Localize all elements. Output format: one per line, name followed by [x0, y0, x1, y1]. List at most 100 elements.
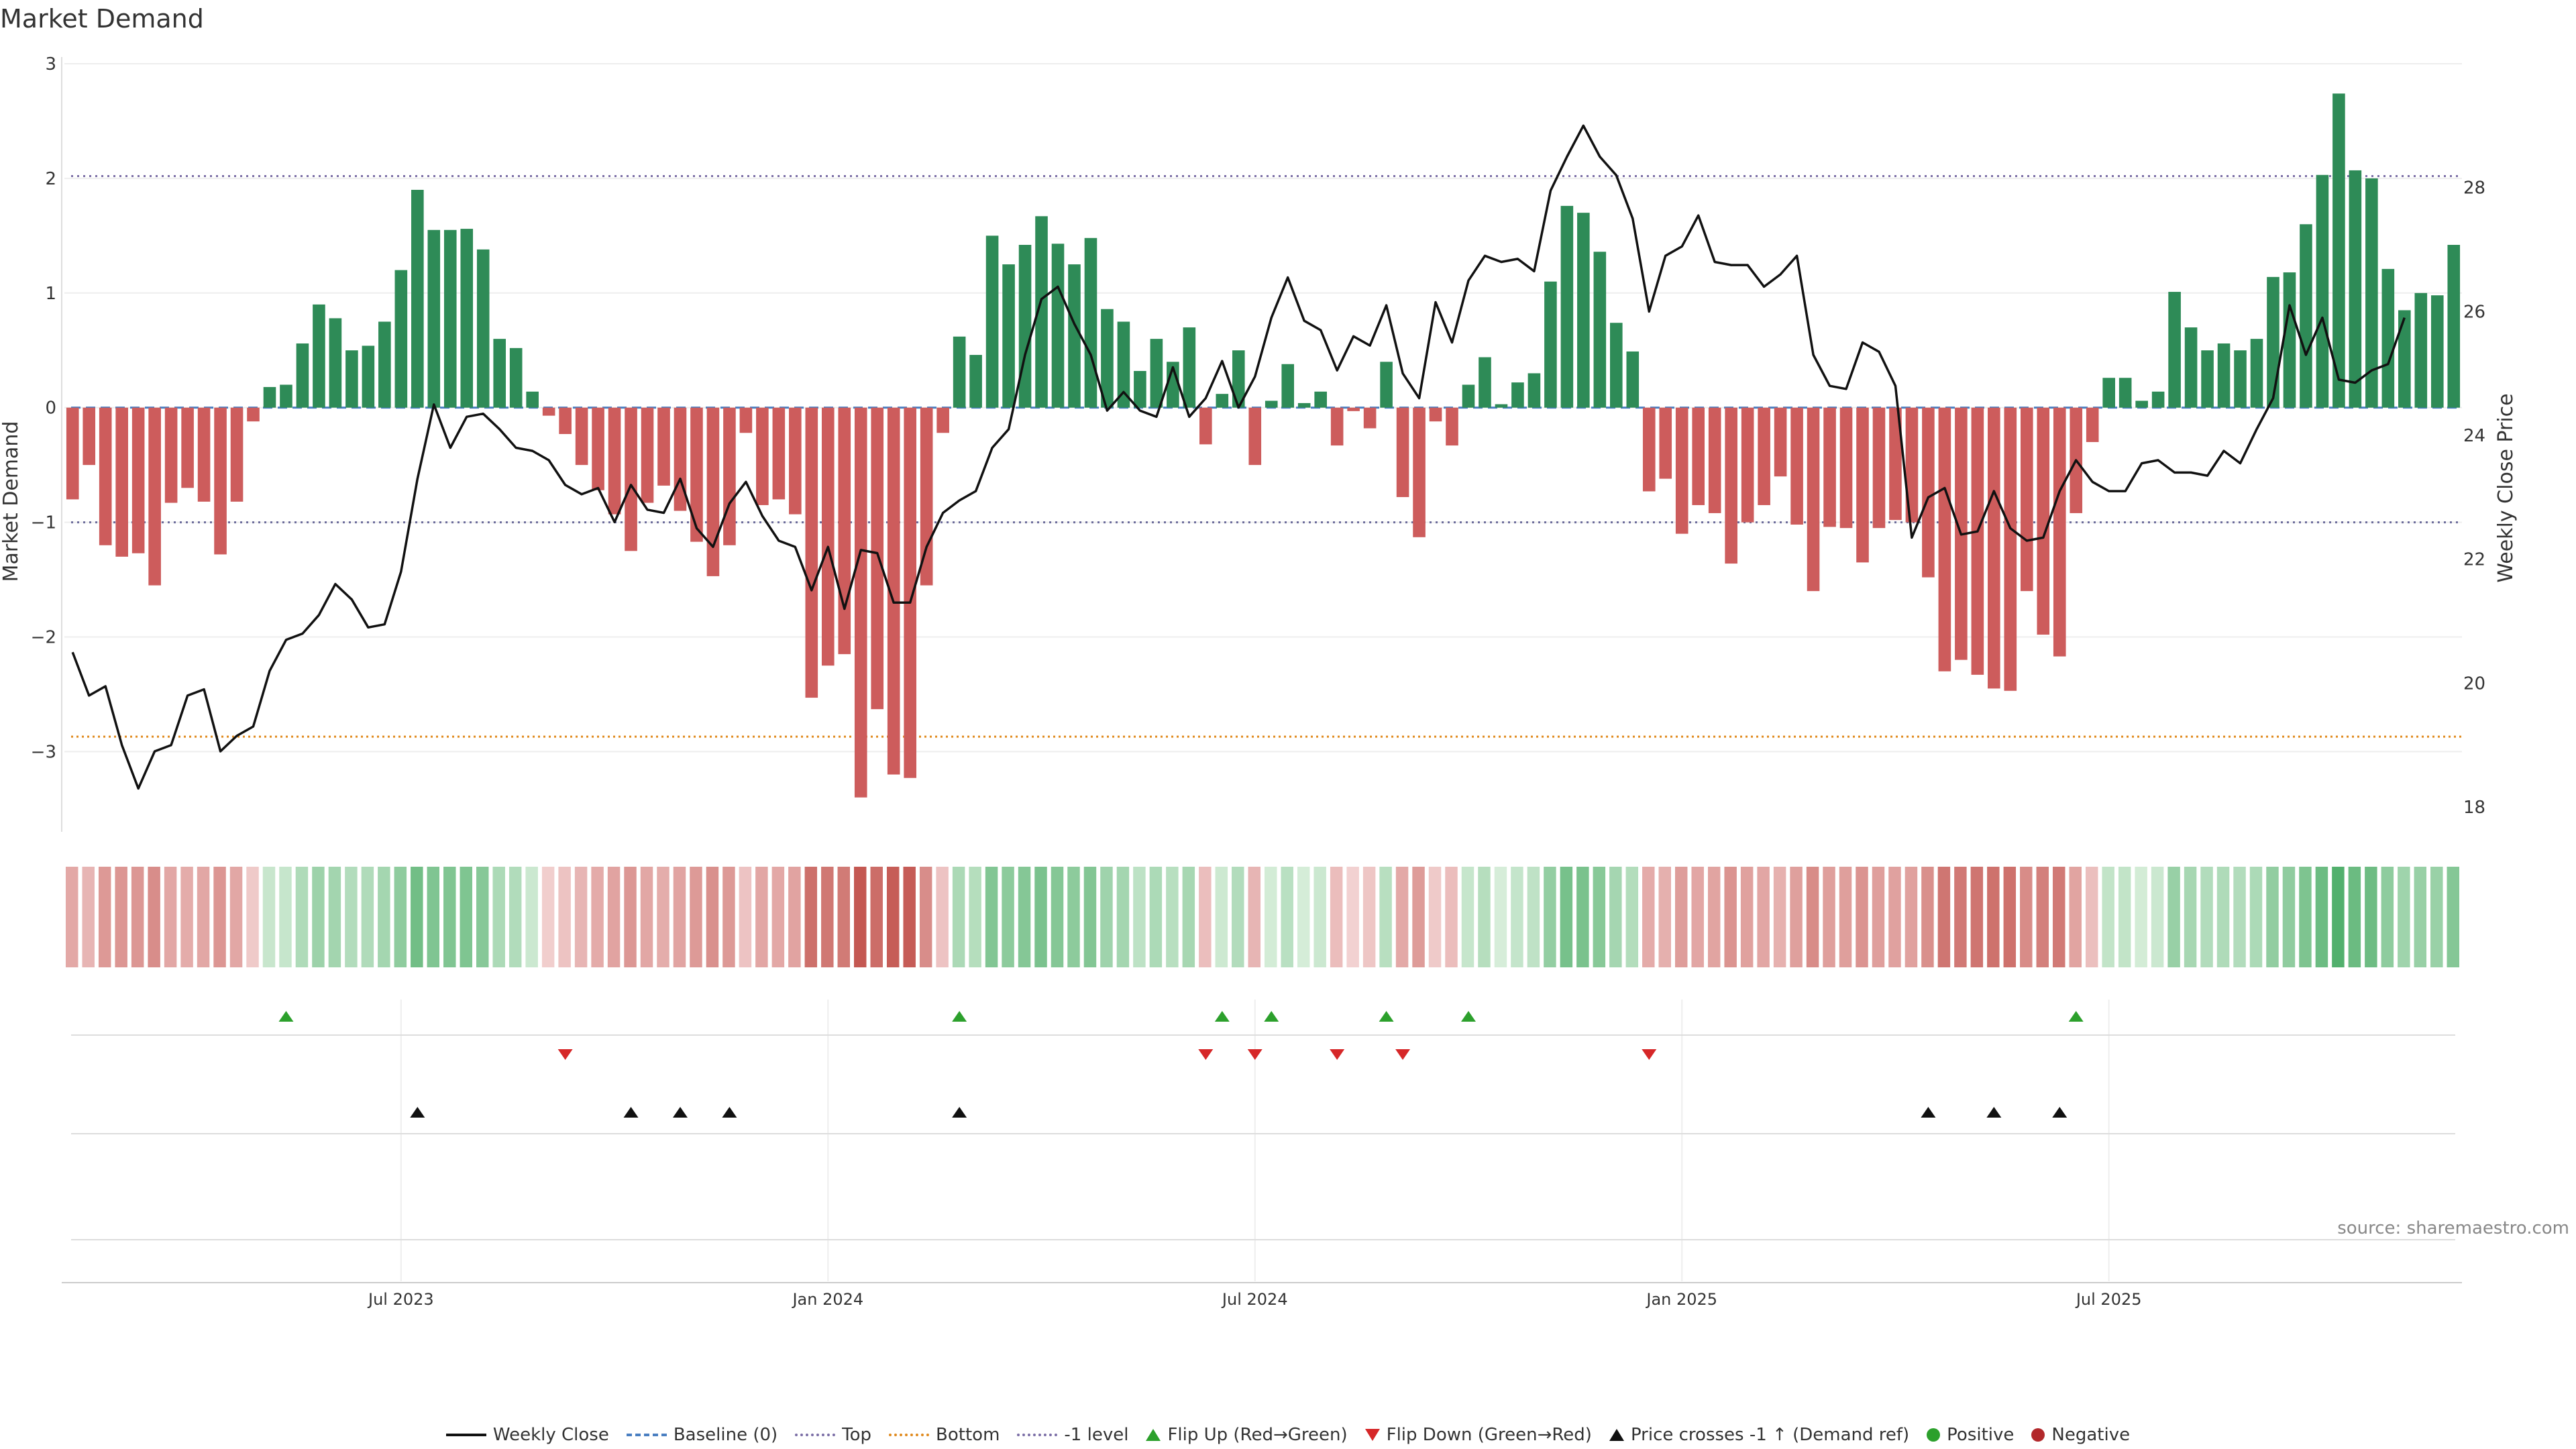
legend-label: Positive [1947, 1425, 2015, 1445]
demand-bar [1971, 407, 1984, 675]
heat-cell [2085, 867, 2098, 967]
heat-cell [1987, 867, 2000, 967]
heat-cell [246, 867, 259, 967]
heat-cell [2282, 867, 2296, 967]
demand-bar [1839, 407, 1853, 529]
demand-bar [411, 189, 424, 408]
price-cross-marker [623, 1107, 639, 1118]
demand-bar [1626, 351, 1640, 408]
y-tick-label: −2 [31, 627, 56, 647]
heat-cell [624, 867, 637, 967]
demand-bar [805, 407, 818, 698]
demand-bar [985, 235, 999, 408]
legend-swatch [889, 1434, 930, 1436]
demand-bar [2020, 407, 2033, 592]
legend-item: Flip Up (Red→Green) [1146, 1425, 1348, 1445]
heat-cell [1346, 867, 1359, 967]
demand-bar [1183, 327, 1196, 408]
demand-bar [1577, 213, 1590, 408]
demand-bar [2118, 378, 2132, 408]
heat-cell [394, 867, 407, 967]
flip-up-marker [2068, 1011, 2084, 1022]
flip-down-marker [1330, 1049, 1345, 1060]
heat-cell [1740, 867, 1754, 967]
demand-bar [2316, 174, 2329, 408]
heat-cell [739, 867, 752, 967]
legend-swatch [795, 1434, 836, 1436]
heat-cell [722, 867, 735, 967]
legend-item: Positive [1927, 1425, 2014, 1445]
demand-bar [362, 345, 375, 408]
demand-bar [838, 407, 851, 655]
demand-bar [2398, 310, 2411, 408]
heat-cell [197, 867, 210, 967]
demand-bar [690, 407, 703, 542]
heat-cell [1051, 867, 1064, 967]
demand-bar [1117, 321, 1130, 408]
flip-up-marker [278, 1011, 294, 1022]
demand-bar [460, 229, 474, 408]
heat-cell [706, 867, 719, 967]
y2-tick-label: 26 [2463, 302, 2485, 322]
heat-cell [82, 867, 95, 967]
heat-cell [2233, 867, 2246, 967]
legend-swatch [1146, 1429, 1161, 1441]
heat-cell [673, 867, 686, 967]
axes: 3 2 1 0 −1 −2 −3 28 26 24 22 20 18 Jul 2023 Jan 2024 Ju… [0, 54, 2518, 1309]
demand-bar [1330, 407, 1344, 446]
demand-bar [1134, 371, 1146, 408]
x-tick-label: Jul 2023 [367, 1290, 434, 1309]
heat-cell [1576, 867, 1589, 967]
legend-item: Top [795, 1425, 871, 1445]
heat-cell [1478, 867, 1491, 967]
demand-bar [592, 407, 604, 490]
heat-cell [2053, 867, 2065, 967]
y-tick-label: 3 [45, 54, 56, 74]
heat-cell [2447, 867, 2459, 967]
legend: Weekly Close Baseline (0) Top Bottom -1 leve… [0, 1425, 2576, 1445]
legend-label: Top [842, 1425, 872, 1445]
heat-cell [115, 867, 127, 967]
demand-bar [378, 321, 391, 408]
heat-cell [1248, 867, 1260, 967]
heat-cell [1362, 867, 1376, 967]
heat-cell [1839, 867, 1852, 967]
demand-bar [723, 407, 736, 545]
demand-bar [1380, 362, 1393, 408]
heat-cell [2249, 867, 2263, 967]
heat-cell [66, 867, 78, 967]
x-tick-label: Jan 2024 [791, 1290, 863, 1309]
legend-item: Bottom [889, 1425, 1000, 1445]
heat-cell [492, 867, 505, 967]
heat-cell [1067, 867, 1080, 967]
heat-cell [804, 867, 818, 967]
legend-item: Price crosses -1 ↑ (Demand ref) [1609, 1425, 1909, 1445]
demand-bar [345, 350, 358, 408]
grid-layer [64, 63, 2462, 1281]
heat-cell [969, 867, 981, 967]
demand-bar [854, 407, 867, 798]
y-tick-label: −1 [31, 513, 56, 533]
heat-cell [2135, 867, 2147, 967]
demand-bar [1856, 407, 1869, 563]
heat-cell [690, 867, 702, 967]
heat-cell [1018, 867, 1031, 967]
heat-cell [1461, 867, 1474, 967]
demand-bar [1938, 407, 1951, 672]
heat-cell [1297, 867, 1310, 967]
heat-cell [2118, 867, 2131, 967]
price-cross-marker [952, 1107, 967, 1118]
heat-cell [1215, 867, 1228, 967]
heat-cell [657, 867, 669, 967]
flip-up-marker [1264, 1011, 1279, 1022]
heat-cell [460, 867, 472, 967]
heat-cell [2216, 867, 2230, 967]
heat-cell [1544, 867, 1556, 967]
heat-cell [1806, 867, 1819, 967]
demand-bar [2102, 378, 2115, 408]
demand-bar [197, 407, 211, 502]
heat-cell [2151, 867, 2164, 967]
legend-label: Price crosses -1 ↑ (Demand ref) [1630, 1425, 1910, 1445]
demand-bar [1281, 364, 1295, 408]
